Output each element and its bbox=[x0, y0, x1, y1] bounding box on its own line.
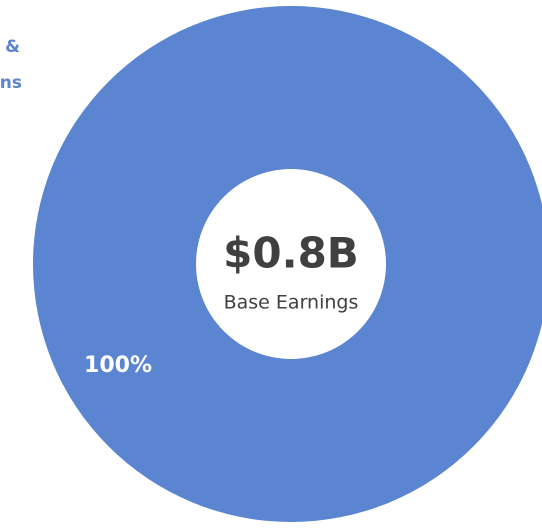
legend-text: & bbox=[5, 37, 20, 57]
legend-text: ns bbox=[0, 73, 22, 93]
slices bbox=[33, 6, 542, 522]
center-value: $0.8B bbox=[223, 229, 359, 278]
center-label: Base Earnings bbox=[224, 292, 359, 314]
value-label: 100% bbox=[84, 353, 152, 378]
donut-slice bbox=[33, 6, 542, 522]
